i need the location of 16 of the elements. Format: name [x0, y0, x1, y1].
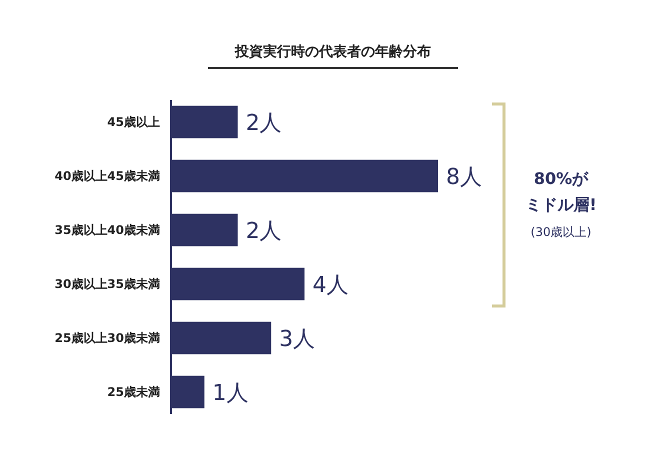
text: ミドル層!: [525, 195, 597, 214]
y-tick-label: 45歳以上: [107, 115, 160, 129]
y-tick-label: 30歳以上35歳未満: [54, 277, 160, 291]
data-label: 1人: [212, 381, 248, 406]
data-label: 3人: [279, 327, 316, 352]
y-tick-label: 25歳以上30歳未満: [54, 331, 160, 345]
data-label: 2人: [246, 111, 282, 136]
data-label: 2人: [246, 219, 282, 244]
y-tick-label: 40歳以上45歳未満: [54, 169, 160, 183]
y-tick-label: 25歳未満: [107, 385, 160, 399]
data-label: 4人: [312, 273, 348, 298]
data-label: 8人: [446, 165, 482, 190]
text: 80%が: [534, 169, 590, 188]
y-tick-label: 35歳以上40歳未満: [54, 223, 160, 237]
chart-title: 投資実行時の代表者の年齢分布: [234, 43, 431, 60]
text: (30歳以上): [530, 225, 592, 239]
